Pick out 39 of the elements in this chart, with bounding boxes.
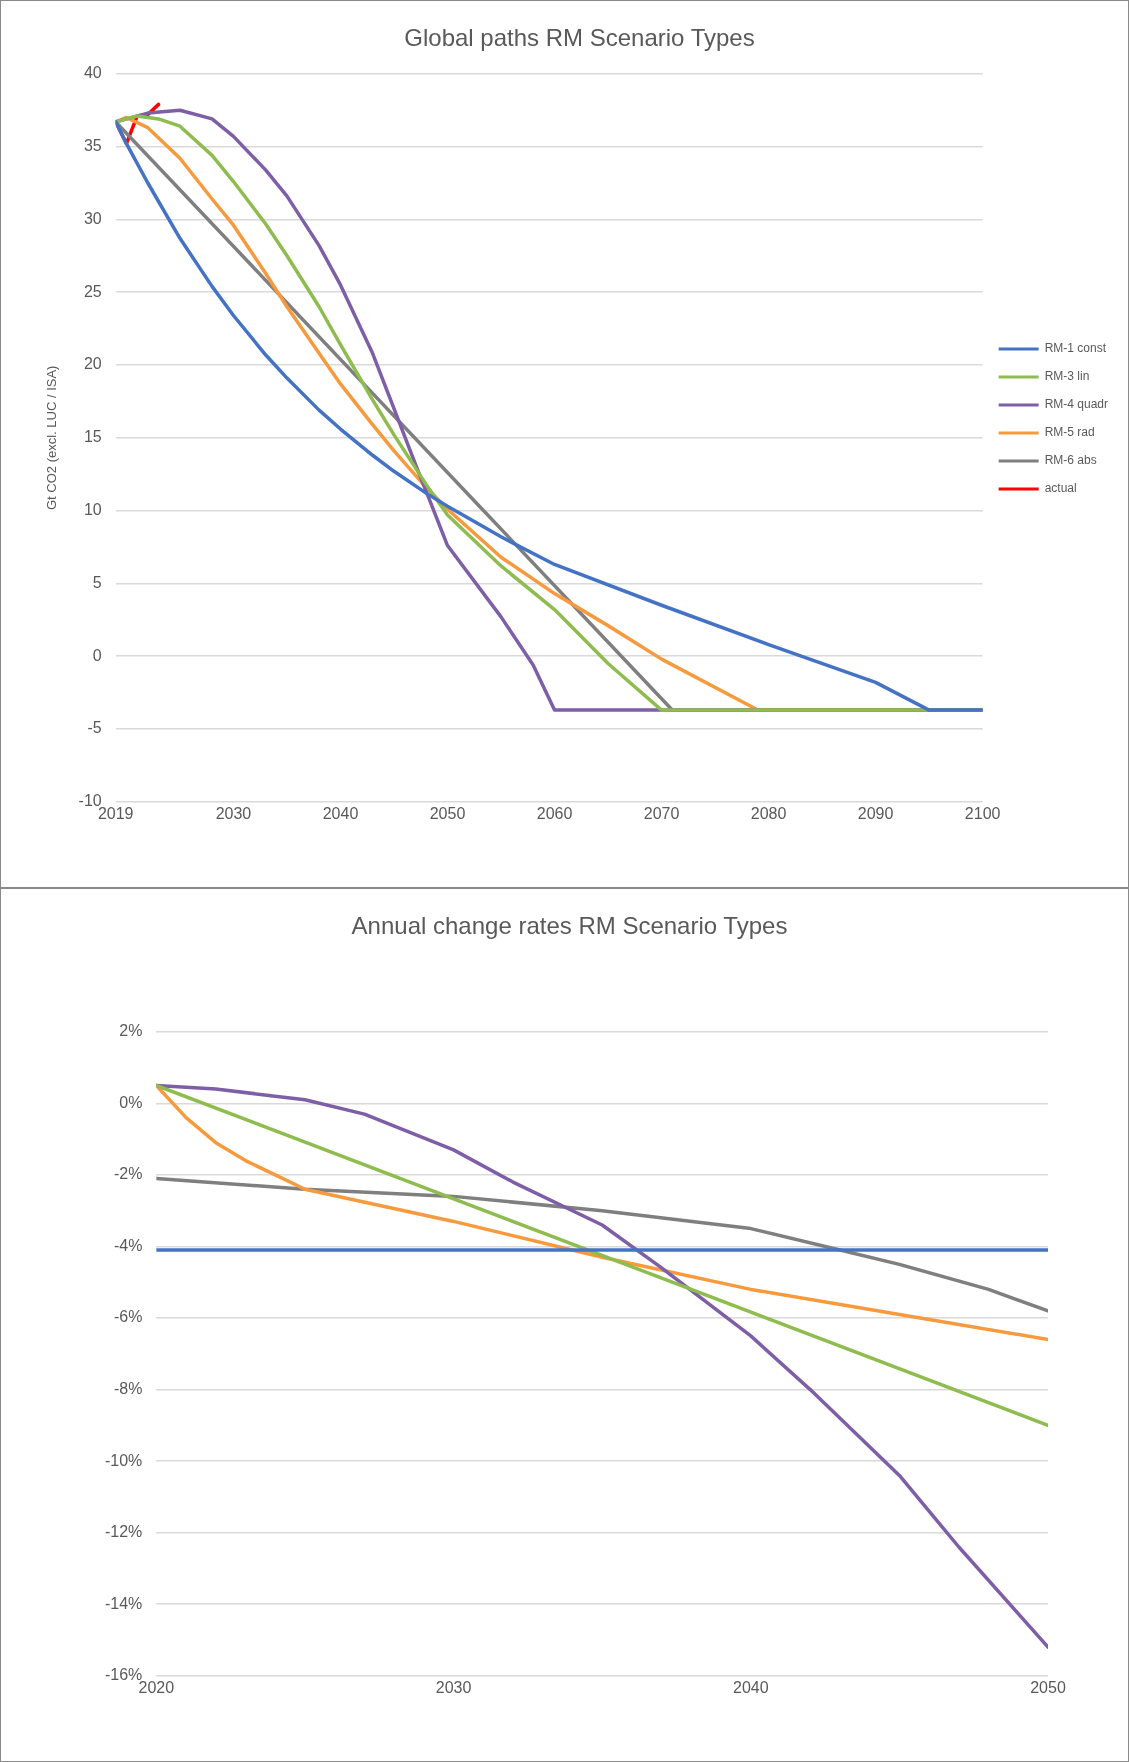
y-tick-label: 5 [92,573,102,591]
y-tick-label: 10 [83,501,102,519]
chart-title: Annual change rates RM Scenario Types [351,912,788,940]
legend-label: RM-3 lin [1044,369,1090,384]
chart-title: Global paths RM Scenario Types [404,24,755,52]
y-tick-label: 2% [119,1022,143,1040]
x-tick-label: 2080 [750,804,787,822]
y-tick-label: -8% [113,1379,143,1397]
y-tick-label: -4% [113,1236,143,1254]
legend-label: RM-4 quadr [1044,397,1108,412]
x-tick-label: 2060 [536,804,573,822]
y-tick-label: 0 [92,646,102,664]
y-tick-label: -14% [104,1594,143,1612]
y-axis-title: Gt CO2 (excl. LUC / ISA) [44,365,60,511]
x-tick-label: 2030 [435,1678,472,1696]
x-tick-label: 2090 [857,804,894,822]
y-tick-label: -5 [87,719,102,737]
legend-label: RM-6 abs [1044,453,1097,468]
y-tick-label: 0% [119,1093,143,1111]
y-tick-label: 20 [83,355,102,373]
legend-label: RM-1 const [1044,341,1107,356]
y-tick-label: -10% [104,1451,143,1469]
y-tick-label: 40 [83,64,102,82]
x-tick-label: 2100 [964,804,1001,822]
x-tick-label: 2030 [215,804,252,822]
x-tick-label: 2040 [732,1678,769,1696]
y-tick-label: -12% [104,1523,143,1541]
y-tick-label: 15 [83,428,102,446]
y-tick-label: -6% [113,1308,143,1326]
x-tick-label: 2050 [429,804,466,822]
legend-label: actual [1044,481,1077,496]
x-tick-label: 2070 [643,804,680,822]
y-tick-label: 35 [83,137,102,155]
legend-label: RM-5 rad [1044,425,1095,440]
y-tick-label: -2% [113,1165,143,1183]
x-tick-label: 2040 [322,804,359,822]
y-tick-label: 30 [83,209,102,227]
x-tick-label: 2050 [1030,1678,1066,1696]
y-tick-label: 25 [83,282,102,300]
